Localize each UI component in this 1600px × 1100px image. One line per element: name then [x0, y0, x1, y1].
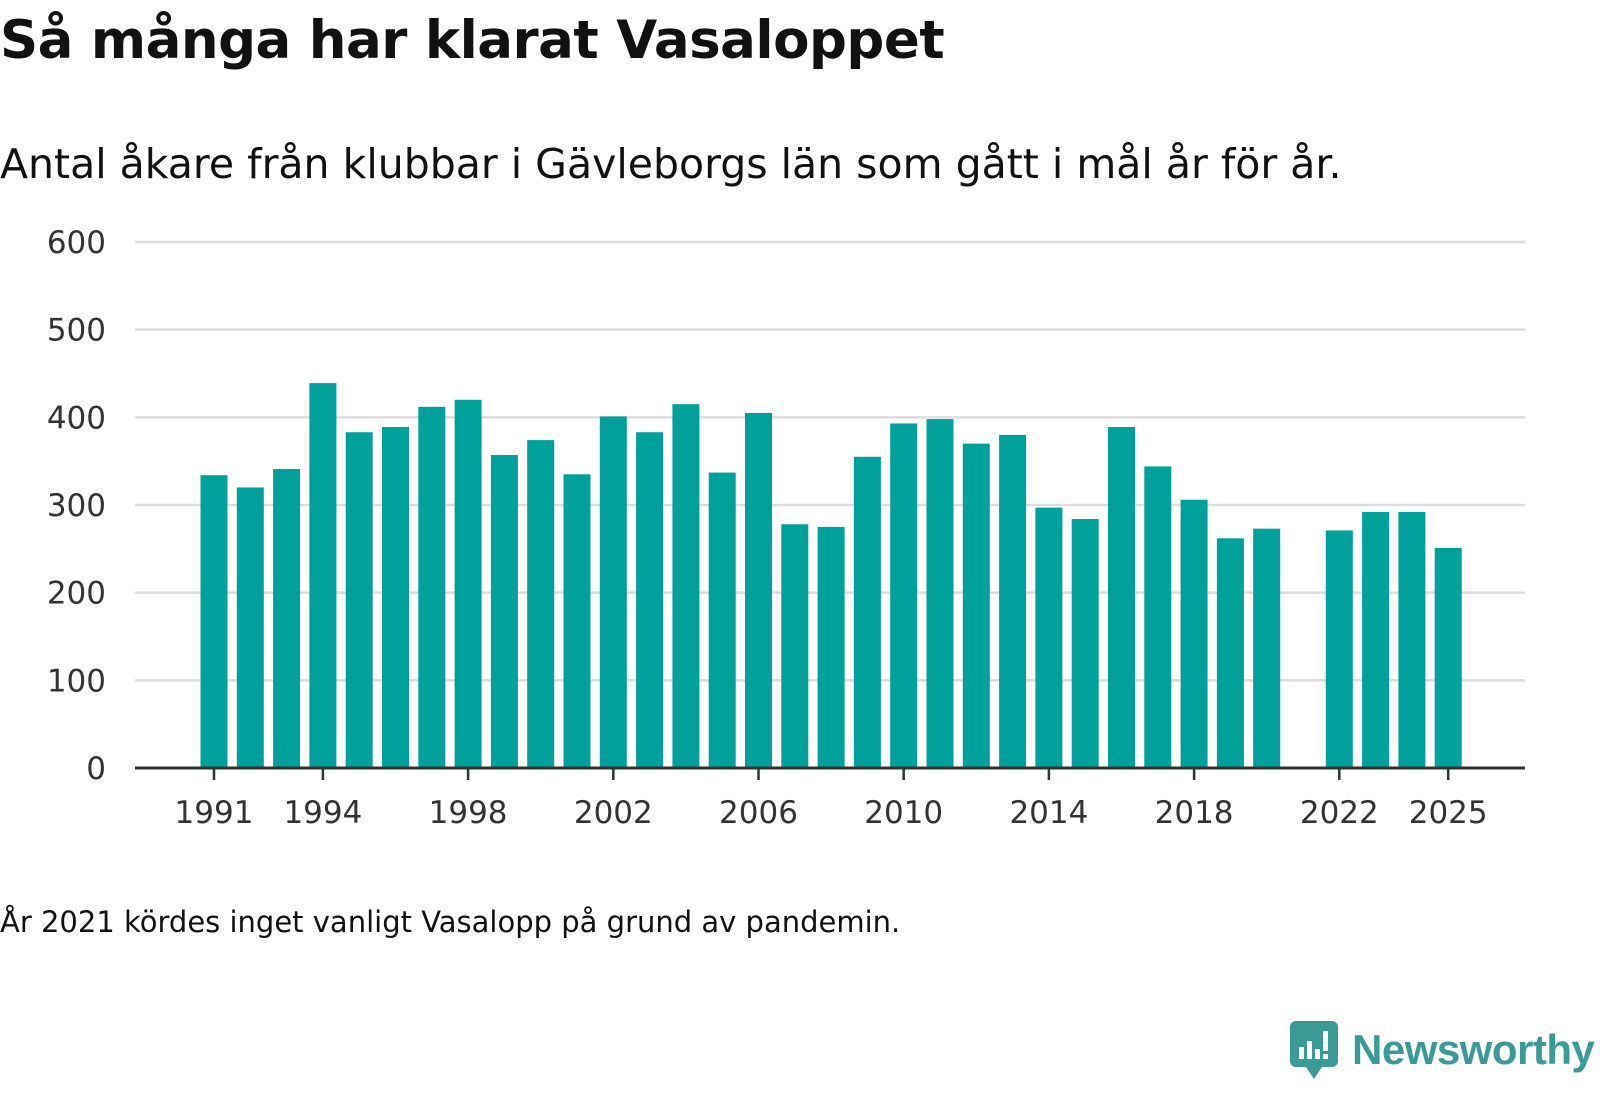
- bar-1992: [236, 487, 264, 768]
- bar-2002: [599, 416, 627, 768]
- x-tick-label: 2002: [574, 795, 653, 831]
- bar-1995: [345, 432, 373, 768]
- bar-2016: [1108, 426, 1135, 768]
- bar-2012: [962, 443, 990, 768]
- x-tick-label: 2022: [1300, 795, 1379, 831]
- y-axis-ticks: 0 100 200 300 400 500 600: [47, 225, 106, 787]
- x-tick-label: 2025: [1409, 795, 1488, 831]
- bar-1993: [273, 469, 301, 768]
- bar-2001: [563, 474, 591, 768]
- y-tick-label: 400: [47, 400, 106, 436]
- bar-2017: [1144, 466, 1172, 768]
- bar-2009: [853, 456, 881, 768]
- x-axis-ticks: 1991 1994 1998 2002 2006 2010 2014 2018 2022 2025: [175, 768, 1488, 831]
- bar-2010: [890, 423, 918, 768]
- bar-1998: [454, 399, 482, 768]
- y-tick-label: 600: [47, 225, 106, 261]
- bar-2019: [1216, 538, 1244, 768]
- bar-1994: [309, 383, 337, 768]
- chart-title: Så många har klarat Vasaloppet: [0, 10, 945, 71]
- bar-2025: [1434, 547, 1462, 768]
- y-tick-label: 100: [47, 663, 106, 699]
- bar-2022: [1325, 530, 1353, 768]
- newsworthy-logo[interactable]: Newsworthy: [1290, 1020, 1595, 1080]
- bar-2008: [817, 526, 845, 768]
- x-tick-label: 1998: [429, 795, 508, 831]
- y-tick-label: 500: [47, 313, 106, 349]
- newsworthy-logo-icon: [1290, 1021, 1338, 1079]
- logo-text: Newsworthy: [1352, 1026, 1595, 1073]
- bar-1991: [200, 475, 228, 768]
- x-tick-label: 1994: [283, 795, 362, 831]
- bar-chart: 0 100 200 300 400 500 600 1991 1994 1998 2002 2006…: [47, 225, 1525, 831]
- bar-1999: [490, 455, 518, 768]
- bar-2006: [745, 412, 772, 768]
- x-tick-label: 2018: [1155, 795, 1234, 831]
- bar-2007: [781, 524, 809, 768]
- bar-2013: [999, 434, 1027, 768]
- x-tick-label: 2006: [719, 795, 798, 831]
- x-tick-label: 1991: [175, 795, 254, 831]
- x-tick-label: 2010: [864, 795, 943, 831]
- x-tick-label: 2014: [1009, 795, 1088, 831]
- y-tick-label: 300: [47, 488, 106, 524]
- bars: [200, 383, 1462, 768]
- y-tick-label: 0: [86, 751, 106, 787]
- bar-1997: [418, 406, 446, 768]
- bar-2005: [708, 472, 736, 768]
- bar-2023: [1362, 512, 1390, 768]
- footnote: År 2021 kördes inget vanligt Vasalopp på…: [0, 905, 901, 939]
- bar-2014: [1035, 507, 1063, 768]
- bar-2018: [1180, 499, 1208, 768]
- bar-2024: [1398, 512, 1426, 768]
- bar-2000: [527, 440, 555, 768]
- bar-2011: [926, 419, 954, 768]
- bar-2004: [672, 404, 700, 768]
- bar-1996: [382, 426, 409, 768]
- bar-2015: [1071, 519, 1099, 768]
- chart-subtitle: Antal åkare från klubbar i Gävleborgs lä…: [0, 140, 1342, 188]
- y-tick-label: 200: [47, 576, 106, 612]
- bar-2003: [636, 432, 664, 768]
- bar-2020: [1253, 528, 1281, 768]
